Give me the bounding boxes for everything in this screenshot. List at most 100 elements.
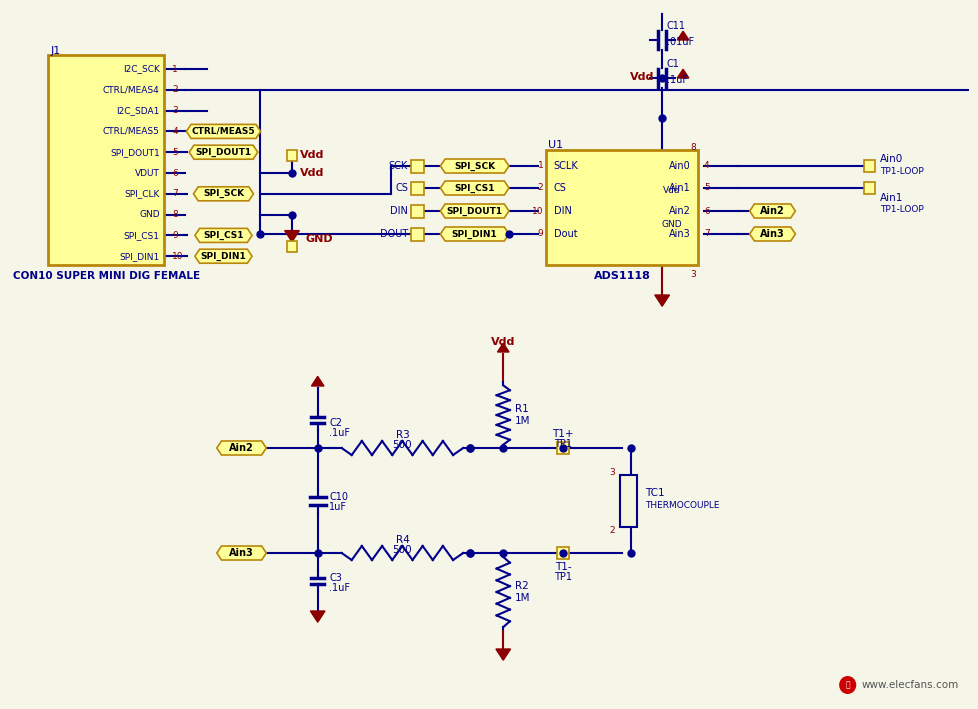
Text: 2: 2 (608, 526, 614, 535)
Polygon shape (189, 145, 257, 160)
FancyBboxPatch shape (287, 241, 297, 252)
FancyBboxPatch shape (287, 150, 297, 160)
Text: CTRL/MEAS5: CTRL/MEAS5 (103, 127, 159, 136)
Text: SPI_CLK: SPI_CLK (124, 189, 159, 199)
Polygon shape (195, 228, 251, 242)
Text: CS: CS (554, 183, 566, 193)
Text: C2: C2 (329, 418, 341, 428)
Text: .01uF: .01uF (666, 37, 693, 47)
Polygon shape (186, 124, 260, 138)
Text: SPI_DIN1: SPI_DIN1 (452, 230, 497, 238)
Text: 9: 9 (537, 230, 543, 238)
Text: SPI_DIN1: SPI_DIN1 (200, 252, 246, 261)
Text: Ain0: Ain0 (668, 161, 690, 171)
FancyBboxPatch shape (620, 474, 637, 527)
Text: 7: 7 (172, 189, 178, 199)
Text: 10: 10 (531, 206, 543, 216)
Polygon shape (749, 204, 794, 218)
Text: Ain0: Ain0 (879, 154, 903, 164)
Polygon shape (311, 376, 324, 386)
Text: TP1-LOOP: TP1-LOOP (879, 167, 923, 176)
FancyBboxPatch shape (546, 150, 697, 265)
Text: 2: 2 (537, 184, 543, 193)
Circle shape (838, 676, 856, 694)
Polygon shape (654, 295, 669, 306)
FancyBboxPatch shape (556, 547, 568, 559)
Text: DIN: DIN (390, 206, 408, 216)
Text: Ain3: Ain3 (229, 548, 253, 558)
Polygon shape (440, 204, 509, 218)
Text: R2: R2 (514, 581, 528, 591)
FancyBboxPatch shape (556, 442, 568, 454)
FancyBboxPatch shape (863, 160, 874, 172)
Text: .1uF: .1uF (666, 75, 688, 85)
Polygon shape (749, 227, 794, 241)
Text: 1: 1 (537, 162, 543, 170)
Text: 1uF: 1uF (329, 501, 347, 511)
Polygon shape (194, 186, 253, 201)
Polygon shape (440, 227, 509, 241)
Text: 7: 7 (703, 230, 709, 238)
Polygon shape (195, 249, 251, 263)
Text: ADS1118: ADS1118 (593, 271, 650, 281)
Text: CTRL/MEAS4: CTRL/MEAS4 (103, 85, 159, 94)
Text: 500: 500 (392, 545, 412, 555)
Text: SPI_DOUT1: SPI_DOUT1 (196, 147, 251, 157)
Text: TP1: TP1 (554, 572, 571, 582)
Text: Ain3: Ain3 (668, 229, 690, 239)
Text: J1: J1 (50, 46, 61, 56)
Text: .1uF: .1uF (329, 583, 350, 593)
Text: Vdd: Vdd (491, 337, 514, 347)
Polygon shape (497, 343, 509, 352)
Text: C3: C3 (329, 573, 341, 583)
Text: C11: C11 (666, 21, 686, 31)
Text: VDUT: VDUT (135, 169, 159, 177)
Text: I2C_SDA1: I2C_SDA1 (116, 106, 159, 115)
Text: 500: 500 (392, 440, 412, 450)
FancyBboxPatch shape (411, 182, 423, 194)
Text: 5: 5 (172, 147, 178, 157)
Text: GND: GND (139, 210, 159, 219)
Text: 3: 3 (608, 468, 614, 477)
Text: 9: 9 (172, 231, 178, 240)
Text: T1+: T1+ (552, 429, 573, 439)
Text: TC1: TC1 (645, 488, 664, 498)
Text: 3: 3 (689, 270, 695, 279)
Polygon shape (216, 546, 266, 560)
Text: SPI_CS1: SPI_CS1 (454, 184, 495, 193)
Text: Vdd: Vdd (299, 168, 324, 178)
Text: Ain2: Ain2 (668, 206, 690, 216)
Text: T1-: T1- (555, 562, 571, 572)
Text: SPI_CS1: SPI_CS1 (203, 231, 244, 240)
Text: U1: U1 (548, 140, 562, 150)
Text: SPI_SCK: SPI_SCK (454, 162, 495, 171)
Text: 4: 4 (703, 162, 709, 170)
Text: I2C_SCK: I2C_SCK (122, 65, 159, 74)
Text: DIN: DIN (554, 206, 571, 216)
Text: Ain2: Ain2 (759, 206, 784, 216)
Text: GND: GND (305, 233, 333, 244)
Text: Vdd: Vdd (299, 150, 324, 160)
Text: www.elecfans.com: www.elecfans.com (861, 680, 958, 690)
Text: CS: CS (395, 183, 408, 193)
Text: 10: 10 (172, 252, 184, 261)
Text: 3: 3 (172, 106, 178, 115)
Text: SPI_SCK: SPI_SCK (202, 189, 244, 199)
Text: C10: C10 (329, 491, 348, 501)
Text: THERMOCOUPLE: THERMOCOUPLE (645, 501, 719, 510)
Text: Ain3: Ain3 (759, 229, 784, 239)
FancyBboxPatch shape (48, 55, 164, 265)
Text: 1: 1 (172, 65, 178, 74)
Text: 1M: 1M (514, 416, 530, 426)
Text: 5: 5 (703, 184, 709, 193)
Polygon shape (677, 31, 689, 40)
Text: 8: 8 (689, 143, 695, 152)
Text: SCK: SCK (388, 161, 408, 171)
Text: Vdd: Vdd (630, 72, 654, 82)
Text: R3: R3 (395, 430, 409, 440)
Text: Dout: Dout (554, 229, 577, 239)
Text: SPI_CS1: SPI_CS1 (123, 231, 159, 240)
Text: R4: R4 (395, 535, 409, 545)
Text: 6: 6 (703, 206, 709, 216)
Polygon shape (216, 441, 266, 455)
